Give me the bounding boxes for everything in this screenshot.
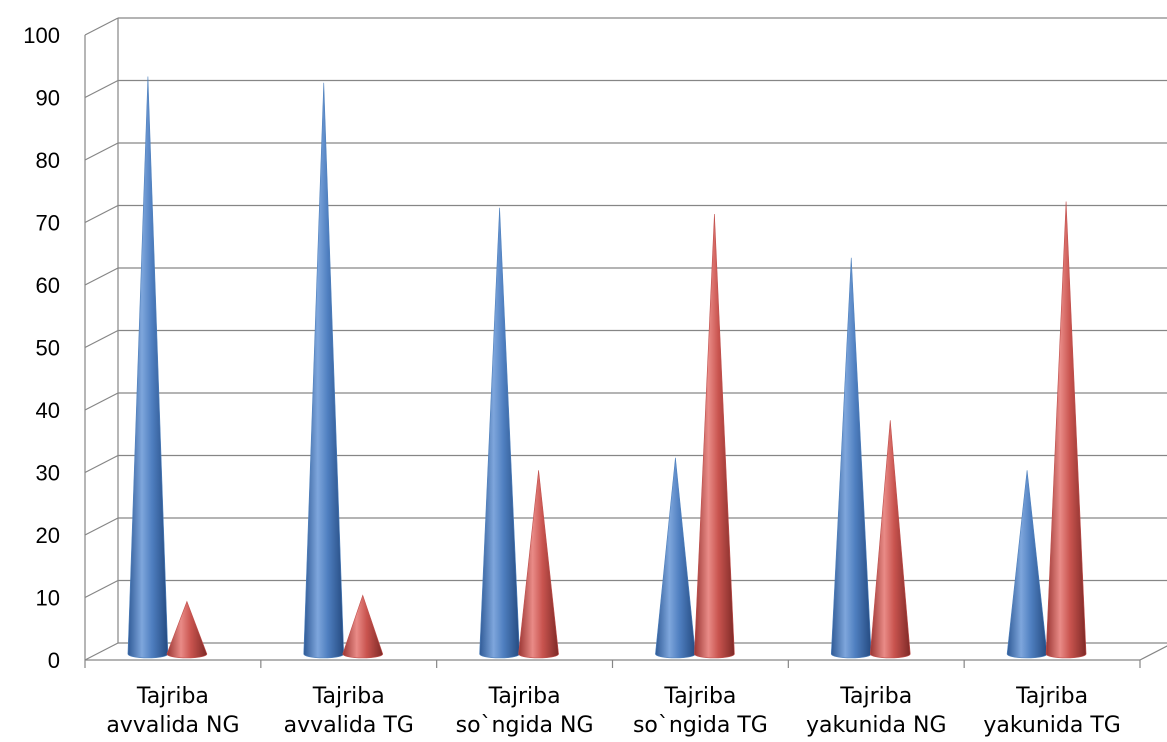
- y-tick-label: 40: [36, 398, 60, 423]
- x-category-label: avvalida TG: [284, 713, 414, 738]
- x-category-label: avvalida NG: [106, 713, 239, 738]
- side-wall-gridline: [84, 329, 119, 349]
- y-tick-label: 60: [36, 273, 60, 298]
- y-tick-label: 10: [36, 586, 60, 611]
- cone-mark: [518, 470, 559, 659]
- cone-mark: [655, 457, 696, 659]
- side-wall-gridline: [84, 17, 119, 36]
- x-axis-labels: Tajriba avvalida NG Tajriba avvalida TG Tajr…: [106, 684, 1121, 738]
- y-axis-ticks: 0 10 20 30 40 50 60 70 80 90 100: [23, 23, 60, 673]
- side-wall-gridline: [84, 79, 119, 99]
- x-category-label: Tajriba: [136, 684, 209, 709]
- cone-mark: [694, 213, 735, 659]
- cone-mark: [1045, 201, 1087, 659]
- y-tick-label: 20: [36, 523, 60, 548]
- gridlines: [84, 17, 1167, 661]
- cone-mark: [830, 257, 872, 659]
- x-category-label: Tajriba: [663, 684, 736, 709]
- side-wall-gridline: [84, 454, 119, 474]
- cone-mark: [303, 82, 345, 659]
- cone-mark: [1006, 470, 1048, 659]
- y-tick-label: 70: [36, 211, 60, 236]
- side-wall-gridline: [84, 392, 119, 411]
- y-tick-label: 30: [36, 461, 60, 486]
- x-axis: [84, 645, 1167, 668]
- cone-mark: [479, 207, 520, 659]
- side-wall-gridline: [84, 267, 119, 286]
- x-category-label: Tajriba: [312, 684, 385, 709]
- x-category-label: so`ngida NG: [456, 713, 594, 738]
- side-wall-gridline: [84, 517, 119, 536]
- cone-mark: [342, 594, 384, 659]
- x-category-label: Tajriba: [839, 684, 912, 709]
- cone-mark: [869, 420, 911, 659]
- side-wall-gridline: [84, 642, 119, 661]
- y-tick-label: 100: [23, 23, 60, 48]
- cone-marks: [127, 76, 1087, 659]
- x-category-label: so`ngida TG: [633, 713, 768, 738]
- x-category-label: Tajriba: [1015, 684, 1088, 709]
- side-wall-gridline: [84, 142, 119, 161]
- side-wall-gridline: [84, 204, 119, 224]
- side-wall-gridline: [84, 579, 119, 599]
- cone-mark: [127, 76, 169, 659]
- cone-mark: [166, 600, 208, 659]
- y-tick-label: 80: [36, 148, 60, 173]
- x-category-label: yakunida NG: [806, 713, 947, 738]
- y-tick-label: 50: [36, 336, 60, 361]
- y-tick-label: 90: [36, 86, 60, 111]
- x-category-label: yakunida TG: [983, 713, 1121, 738]
- floor-edge: [1139, 645, 1167, 661]
- x-category-label: Tajriba: [488, 684, 561, 709]
- y-tick-label: 0: [48, 648, 60, 673]
